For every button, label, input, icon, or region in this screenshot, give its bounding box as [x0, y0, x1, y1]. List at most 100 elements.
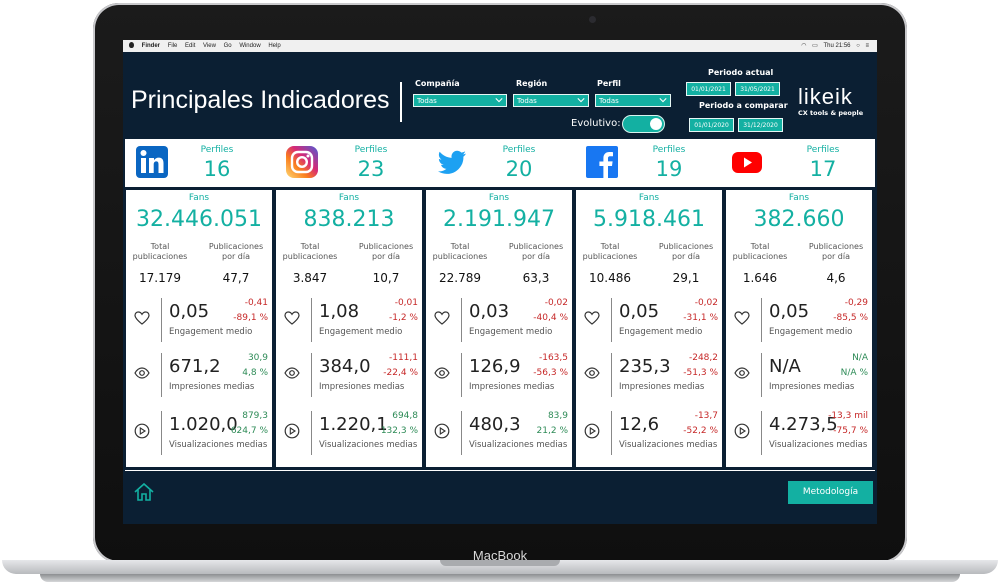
menu-edit[interactable]: Edit	[185, 42, 196, 49]
youtube-icon	[732, 152, 762, 173]
evolutivo-toggle[interactable]	[622, 115, 665, 133]
menu-file[interactable]: File	[167, 42, 178, 49]
metric-visualizaciones: 1.020,0 879,3 624,7 % Visualizaciones media…	[126, 411, 272, 461]
menu-help[interactable]: Help	[268, 42, 281, 49]
brand-logo: likeik CX tools & people	[798, 84, 863, 118]
clock[interactable]: Thu 21:56	[823, 43, 851, 49]
profiles-label: Perfiles	[502, 145, 536, 155]
metric-label: Visualizaciones medias	[169, 440, 268, 450]
periodo-actual-label: Periodo actual	[708, 68, 774, 77]
profiles-value: 17	[809, 157, 837, 181]
heart-icon	[434, 311, 450, 325]
metric-delta-abs: -13,3 mil	[828, 411, 868, 421]
filter-perfil-value: Todas	[599, 97, 619, 105]
menu-go[interactable]: Go	[223, 42, 232, 49]
metric-visualizaciones: 1.220,1 694,8 132,3 % Visualizaciones media…	[276, 411, 422, 461]
chevron-down-icon	[659, 98, 667, 103]
battery-icon[interactable]: ▭	[812, 43, 818, 49]
eye-icon	[284, 367, 300, 379]
menu-view[interactable]: View	[203, 42, 216, 49]
page-title: Principales Indicadores	[131, 86, 390, 114]
metric-divider	[161, 298, 162, 342]
metric-label: Impresiones medias	[169, 382, 255, 392]
logo-word: likeik	[798, 84, 853, 109]
metric-value: N/A	[769, 356, 801, 377]
profiles-value: 23	[357, 157, 385, 181]
publicaciones-dia-label: Publicaciones por día	[658, 242, 714, 261]
metodologia-button[interactable]: Metodología	[788, 481, 873, 504]
metric-impresiones: 671,2 30,9 4,8 % Impresiones medias	[126, 353, 272, 403]
filter-region-select[interactable]: Todas	[513, 94, 589, 107]
metric-engagement: 0,05 -0,02 -31,1 % Engagement medio	[576, 298, 722, 348]
metric-divider	[311, 411, 312, 455]
metric-label: Engagement medio	[169, 327, 253, 337]
metric-value: 126,9	[469, 356, 521, 377]
total-publicaciones-value: 10.486	[589, 271, 631, 285]
profiles-label: Perfiles	[354, 145, 388, 155]
metric-engagement: 0,05 -0,29 -85,5 % Engagement medio	[726, 298, 872, 348]
publicaciones-dia-value: 29,1	[672, 271, 700, 285]
metric-divider	[611, 411, 612, 455]
publicaciones-dia-label: Publicaciones por día	[208, 242, 264, 261]
control-center-icon[interactable]: ≡	[865, 43, 869, 49]
fans-label: Fans	[638, 193, 660, 203]
camera	[589, 16, 596, 23]
periodo-actual-start[interactable]: 01/01/2021	[686, 82, 731, 96]
title-divider	[400, 82, 402, 122]
publicaciones-dia-label: Publicaciones por día	[808, 242, 864, 261]
publicaciones-dia-value: 47,7	[222, 271, 250, 285]
publicaciones-dia-value: 63,3	[522, 271, 550, 285]
metric-delta-abs: -0,02	[694, 298, 718, 308]
heart-icon	[134, 311, 150, 325]
metric-label: Engagement medio	[619, 327, 703, 337]
metric-delta-abs: 879,3	[242, 411, 268, 421]
footer-divider	[125, 470, 875, 471]
network-linkedin: Perfiles 16	[125, 139, 275, 187]
fans-value: 838.213	[303, 207, 395, 232]
twitter-icon	[438, 150, 466, 174]
periodo-comparar-label: Periodo a comparar	[699, 101, 788, 110]
total-publicaciones-label: Total publicaciones	[432, 242, 488, 261]
metric-impresiones: 235,3 -248,2 -51,3 % Impresiones medias	[576, 353, 722, 403]
periodo-comparar-start[interactable]: 01/01/2020	[689, 118, 734, 132]
heart-icon	[284, 311, 300, 325]
metric-value: 0,05	[619, 301, 660, 322]
metric-delta-pct: -31,1 %	[683, 313, 718, 323]
apple-icon[interactable]	[129, 42, 134, 48]
metric-value: 480,3	[469, 414, 521, 435]
filter-perfil-select[interactable]: Todas	[595, 94, 671, 107]
metric-delta-abs: -0,02	[544, 298, 568, 308]
filter-label-perfil: Perfil	[597, 79, 621, 88]
home-icon[interactable]	[133, 482, 155, 502]
total-publicaciones-label: Total publicaciones	[282, 242, 338, 261]
filter-label-region: Región	[516, 79, 548, 88]
metric-value: 12,6	[619, 414, 660, 435]
eye-icon	[734, 367, 750, 379]
filter-compania-select[interactable]: Todas	[413, 94, 507, 107]
metric-value: 4.273,5	[769, 414, 838, 435]
periodo-comparar-end[interactable]: 31/12/2020	[738, 118, 783, 132]
metric-delta-pct: -22,4 %	[383, 368, 418, 378]
metric-delta-abs: -111,1	[388, 353, 418, 363]
metric-delta-abs: N/A	[852, 353, 868, 363]
play-circle-icon	[434, 423, 450, 439]
metric-divider	[461, 353, 462, 397]
metric-delta-abs: -0,41	[244, 298, 268, 308]
search-icon[interactable]: ○	[856, 43, 860, 49]
metric-value: 1.020,0	[169, 414, 238, 435]
metric-delta-pct: -75,7 %	[833, 426, 868, 436]
wifi-icon[interactable]: ◠	[801, 43, 807, 49]
fans-value: 2.191.947	[443, 207, 555, 232]
metric-divider	[461, 411, 462, 455]
fans-value: 382.660	[753, 207, 845, 232]
menu-window[interactable]: Window	[239, 42, 261, 49]
filter-label-compania: Compañía	[415, 79, 460, 88]
metric-delta-pct: N/A %	[840, 368, 868, 378]
menu-app[interactable]: Finder	[141, 42, 161, 49]
periodo-actual-end[interactable]: 31/05/2021	[735, 82, 780, 96]
metric-delta-abs: 694,8	[392, 411, 418, 421]
network-card: Fans 382.660 Total publicaciones Publicacio…	[726, 190, 872, 467]
metric-divider	[461, 298, 462, 342]
instagram-icon	[286, 146, 318, 178]
profiles-value: 16	[203, 157, 231, 181]
